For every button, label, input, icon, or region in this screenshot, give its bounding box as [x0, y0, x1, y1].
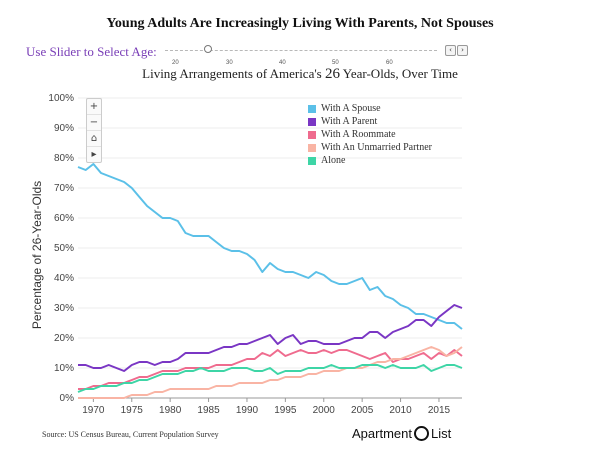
- y-tick-label: 70%: [54, 183, 74, 194]
- chart-title-suffix: Year-Olds, Over Time: [342, 66, 458, 81]
- y-tick-label: 0%: [60, 393, 75, 404]
- brand-name-right: List: [430, 426, 452, 441]
- y-tick-label: 50%: [54, 243, 74, 254]
- legend-label: With An Unmarried Partner: [321, 142, 432, 153]
- series-line-with-a-roommate: [78, 349, 463, 390]
- slider-step-buttons: ‹ ›: [445, 45, 468, 56]
- legend-item-roommate[interactable]: With A Roommate: [308, 128, 432, 141]
- legend-label: Alone: [321, 155, 346, 166]
- age-slider-label: Use Slider to Select Age:: [26, 44, 157, 59]
- legend: With A Spouse With A Parent With A Roomm…: [308, 102, 432, 167]
- brand-mark-icon: [413, 426, 429, 441]
- legend-label: With A Roommate: [321, 129, 396, 140]
- x-tick-label: 1995: [274, 405, 297, 416]
- legend-swatch: [308, 117, 316, 126]
- reset-zoom-icon[interactable]: ⌂: [87, 131, 101, 147]
- source-note: Source: US Census Bureau, Current Popula…: [42, 430, 219, 439]
- y-tick-label: 90%: [54, 123, 74, 134]
- legend-label: With A Parent: [321, 116, 378, 127]
- x-tick-label: 1975: [121, 405, 144, 416]
- x-tick-label: 1990: [236, 405, 259, 416]
- slider-tick: 60: [386, 60, 393, 66]
- next-age-button[interactable]: ›: [457, 45, 468, 56]
- legend-item-parent[interactable]: With A Parent: [308, 115, 432, 128]
- legend-label: With A Spouse: [321, 103, 381, 114]
- zoom-out-button[interactable]: −: [87, 115, 101, 131]
- x-tick-label: 1970: [82, 405, 105, 416]
- x-tick-label: 2010: [389, 405, 412, 416]
- y-tick-label: 40%: [54, 273, 74, 284]
- zoom-controls: + − ⌂ ▸: [86, 98, 102, 163]
- pan-icon[interactable]: ▸: [91, 149, 97, 160]
- zoom-in-button[interactable]: +: [87, 99, 101, 115]
- legend-swatch: [308, 104, 316, 113]
- y-tick-label: 30%: [54, 303, 74, 314]
- series-line-with-an-unmarried-partner: [78, 346, 463, 399]
- chart-title-age: 26: [325, 66, 340, 82]
- y-tick-label: 80%: [54, 153, 74, 164]
- y-tick-label: 10%: [54, 363, 74, 374]
- x-tick-label: 1980: [159, 405, 182, 416]
- brand-logo: Apartment List: [352, 426, 451, 441]
- series-line-with-a-parent: [78, 304, 463, 372]
- page-title: Young Adults Are Increasingly Living Wit…: [106, 16, 494, 31]
- x-tick-label: 2000: [313, 405, 336, 416]
- legend-swatch: [308, 130, 316, 139]
- legend-swatch: [308, 156, 316, 165]
- age-slider-track[interactable]: [165, 50, 437, 51]
- prev-age-button[interactable]: ‹: [445, 45, 456, 56]
- legend-item-alone[interactable]: Alone: [308, 154, 432, 167]
- chart-title: Living Arrangements of America's 26 Year…: [0, 66, 600, 83]
- slider-tick: 50: [332, 60, 339, 66]
- x-tick-label: 2005: [351, 405, 374, 416]
- series-line-with-a-spouse: [77, 163, 463, 330]
- age-slider-handle[interactable]: [204, 45, 212, 53]
- y-tick-label: 20%: [54, 333, 74, 344]
- y-tick-label: 60%: [54, 213, 74, 224]
- legend-item-unmarried-partner[interactable]: With An Unmarried Partner: [308, 141, 432, 154]
- series-line-alone: [77, 364, 463, 393]
- slider-tick: 30: [226, 60, 233, 66]
- legend-item-spouse[interactable]: With A Spouse: [308, 102, 432, 115]
- slider-tick: 20: [172, 60, 179, 66]
- y-tick-label: 100%: [48, 93, 74, 104]
- brand-name-left: Apartment: [352, 426, 412, 441]
- x-tick-label: 2015: [428, 405, 451, 416]
- chart-title-prefix: Living Arrangements of America's: [142, 66, 322, 81]
- legend-swatch: [308, 143, 316, 152]
- slider-tick: 40: [279, 60, 286, 66]
- x-tick-label: 1985: [197, 405, 220, 416]
